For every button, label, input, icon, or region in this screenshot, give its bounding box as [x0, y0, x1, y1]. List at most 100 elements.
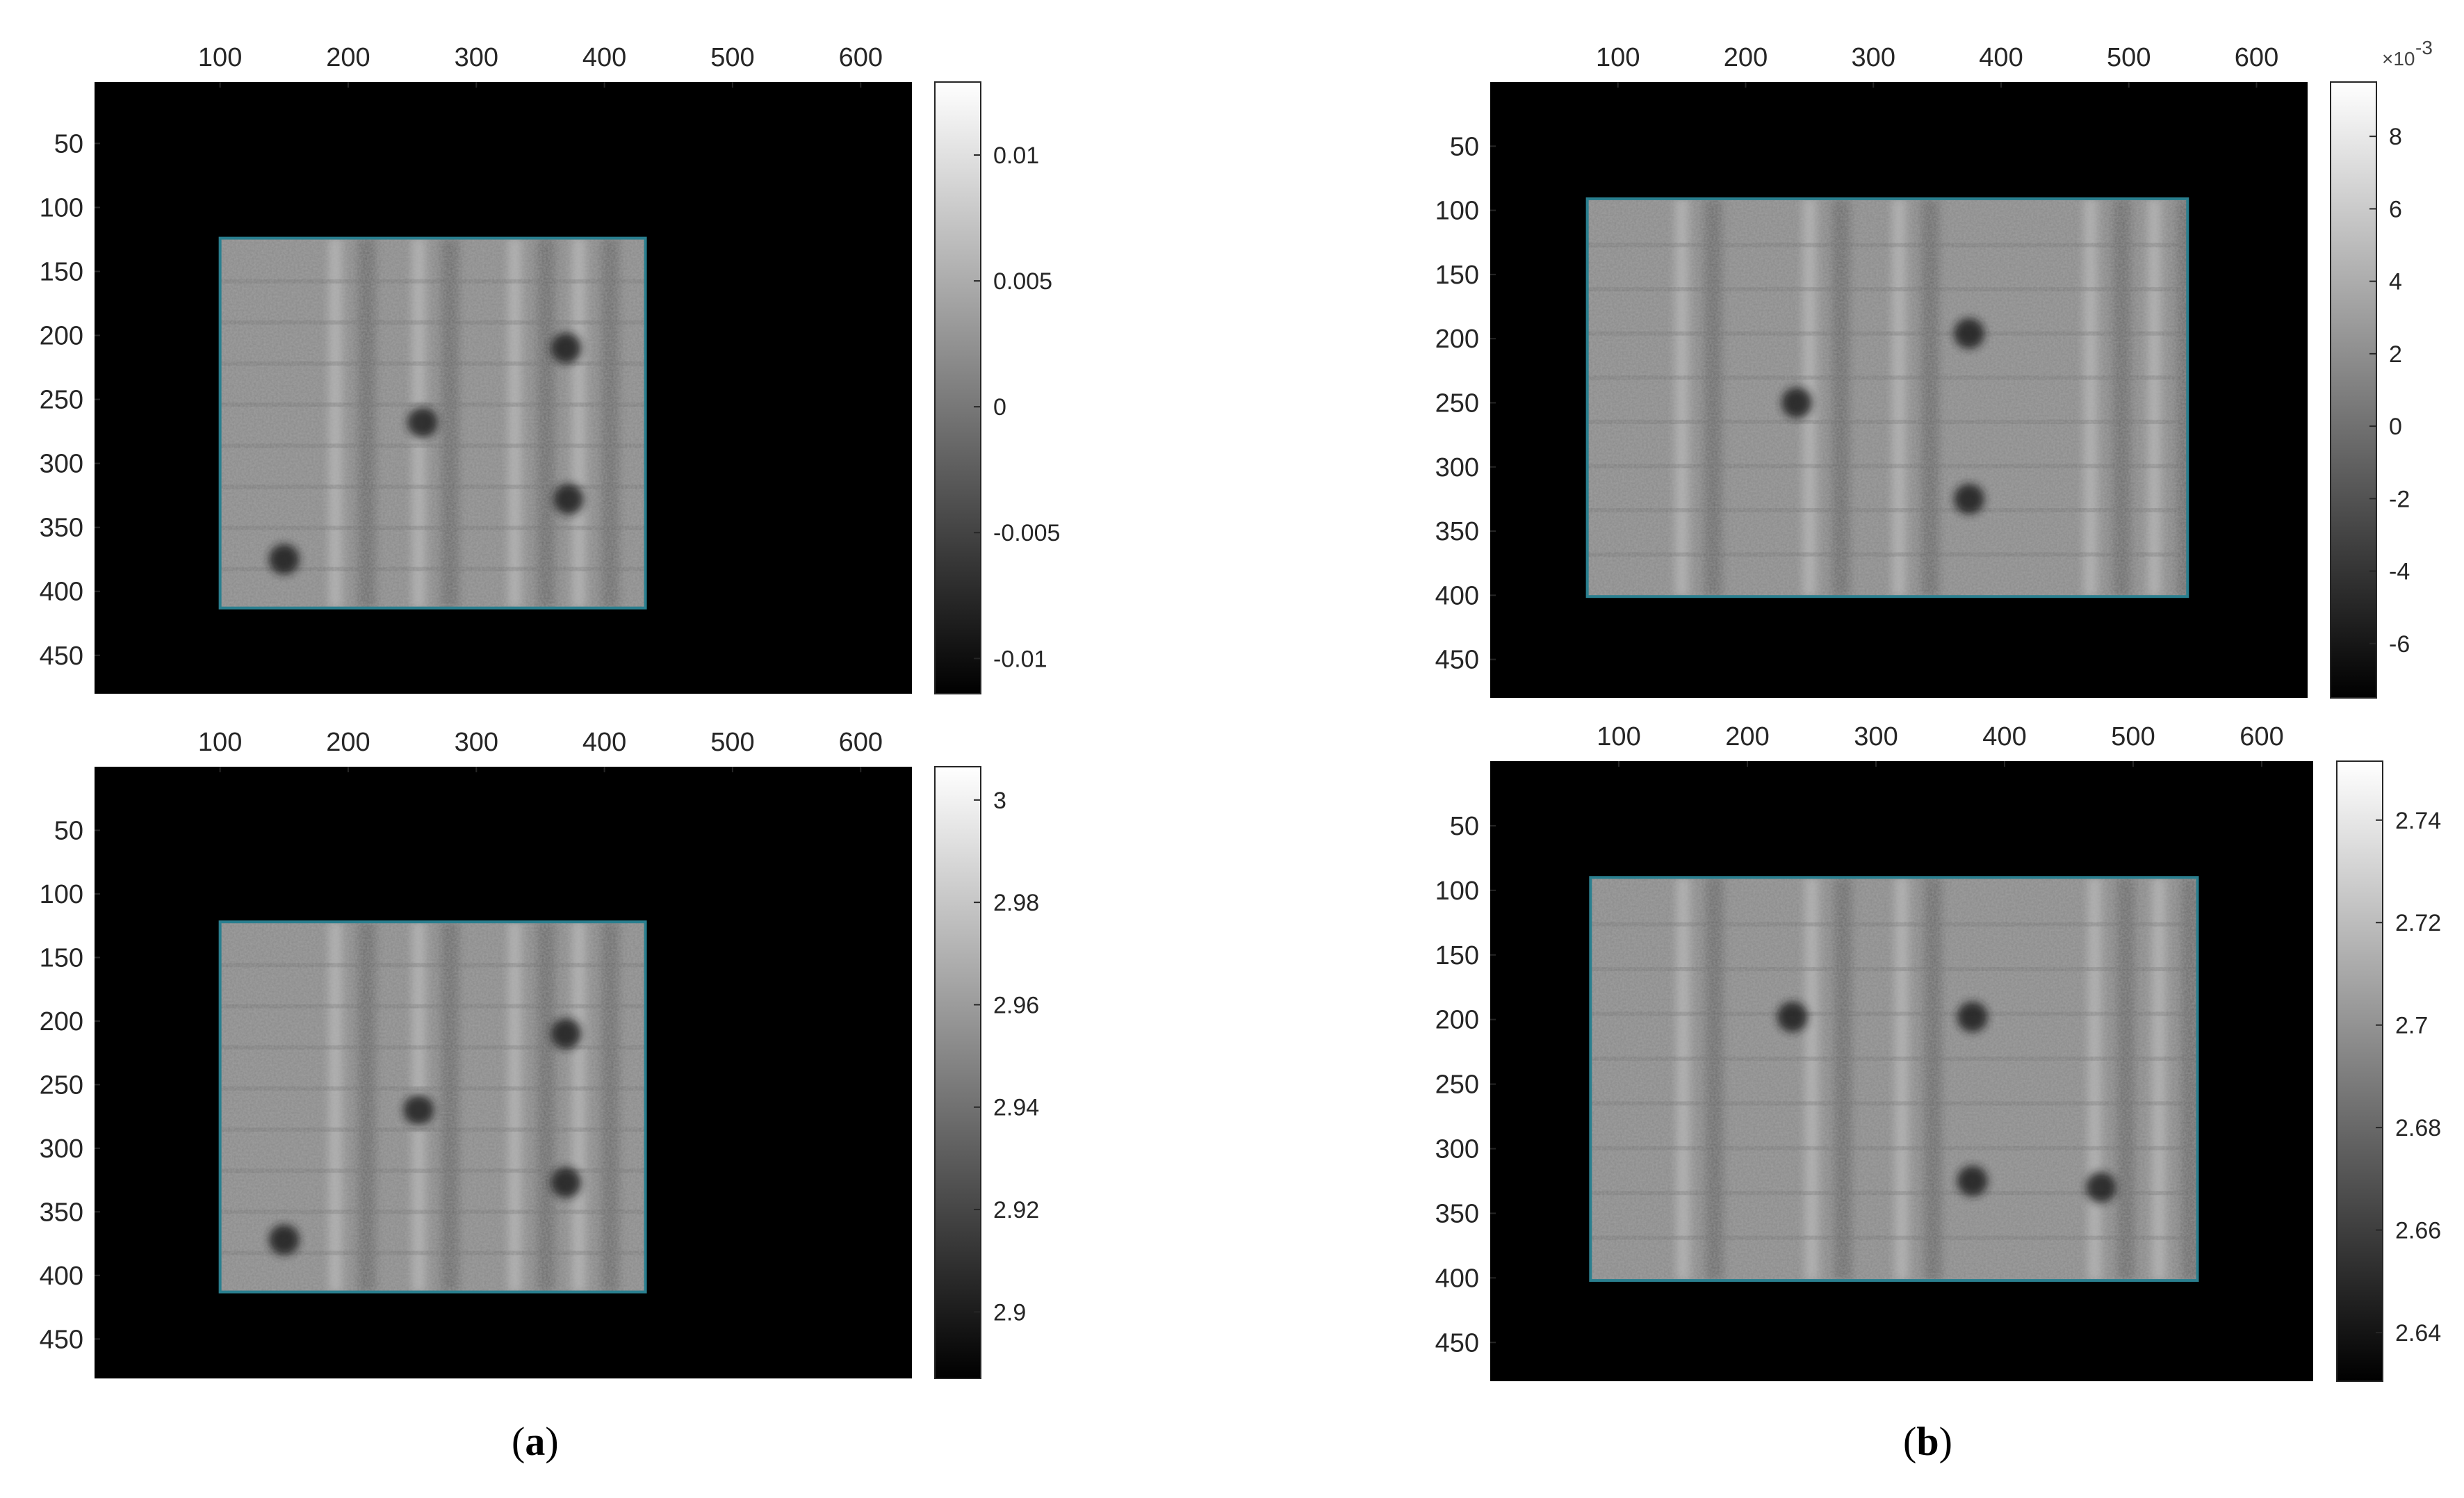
- heatmap-dark-spot: [550, 332, 582, 364]
- x-tick-label: 100: [198, 43, 242, 72]
- panel-label-a-close: ): [545, 1419, 559, 1464]
- heatmap-dark-spot: [550, 1018, 582, 1050]
- colorbar-tick-label: 2.64: [2395, 1320, 2441, 1346]
- y-tick-label: 250: [40, 1070, 83, 1100]
- panel-label-b: (b): [1903, 1418, 1952, 1465]
- colorbar-tick-label: -0.005: [993, 520, 1060, 546]
- y-tick-label: 450: [1435, 646, 1479, 675]
- heatmap-dark-spot: [2085, 1172, 2116, 1203]
- y-tick-label: 350: [40, 1198, 83, 1227]
- y-tick-label: 100: [40, 193, 83, 222]
- y-tick-label: 450: [40, 642, 83, 671]
- x-tick-label: 400: [1979, 43, 2023, 72]
- x-tick-label: 600: [2235, 43, 2278, 72]
- y-tick-label: 150: [1435, 261, 1479, 290]
- x-tick-label: 500: [2111, 722, 2155, 751]
- colorbar-tick-label: 2.7: [2395, 1013, 2428, 1039]
- y-tick-label: 300: [1435, 1135, 1479, 1164]
- y-tick-label: 250: [40, 386, 83, 415]
- x-tick-label: 400: [1982, 722, 2026, 751]
- y-tick-label: 250: [1435, 1070, 1479, 1100]
- colorbar-tick-label: 8: [2389, 124, 2402, 150]
- colorbar-tick-label: 2.74: [2395, 808, 2441, 834]
- y-tick-label: 350: [40, 514, 83, 543]
- colorbar-tick-label: 2.72: [2395, 910, 2441, 936]
- colorbar-tick-label: 0: [2389, 414, 2402, 440]
- y-tick-label: 450: [1435, 1328, 1479, 1358]
- y-tick-label: 400: [1435, 1264, 1479, 1293]
- colorbar-tick-label: 2.9: [993, 1299, 1026, 1326]
- x-tick-label: 600: [839, 43, 883, 72]
- panel-label-b-open: (: [1903, 1419, 1917, 1464]
- colorbar-tick-label: 0.005: [993, 268, 1052, 295]
- heatmap-dark-spot: [403, 1094, 434, 1125]
- heatmap-dark-spot: [1781, 387, 1812, 418]
- y-tick-label: 100: [1435, 197, 1479, 226]
- y-tick-label: 50: [54, 129, 83, 158]
- x-tick-label: 100: [198, 728, 242, 757]
- x-tick-label: 200: [1724, 43, 1768, 72]
- x-tick-label: 300: [455, 43, 498, 72]
- heatmap-dark-spot: [1957, 1001, 1988, 1032]
- colorbar: [2336, 760, 2383, 1382]
- colorbar-tick-label: 2.68: [2395, 1115, 2441, 1141]
- colorbar-tick-label: -6: [2389, 631, 2410, 658]
- colorbar-tick-label: 2.98: [993, 890, 1039, 916]
- y-tick-label: 100: [1435, 877, 1479, 906]
- region-outline: [218, 920, 647, 1294]
- chart-a-top: 100 200 300 400 500 600 50 100 150 200 250 300 350 40…: [40, 43, 1060, 694]
- heatmap-dark-spot: [1954, 318, 1985, 349]
- x-tick-label: 600: [839, 728, 883, 757]
- x-tick-label: 500: [2107, 43, 2151, 72]
- colorbar-tick-label: 6: [2389, 196, 2402, 222]
- region-outline: [218, 236, 647, 610]
- y-tick-label: 150: [1435, 941, 1479, 970]
- panel-label-b-letter: b: [1916, 1419, 1939, 1464]
- x-tick-label: 100: [1597, 722, 1640, 751]
- panel-label-a-open: (: [512, 1419, 525, 1464]
- heatmap-region: [1590, 877, 2198, 1281]
- x-tick-label: 100: [1596, 43, 1640, 72]
- chart-a-bottom: 100 200 300 400 500 600 50 100 150 200 250 300 350 40…: [40, 728, 1039, 1379]
- x-tick-label: 300: [455, 728, 498, 757]
- colorbar: [934, 766, 981, 1379]
- x-tick-label: 500: [710, 43, 754, 72]
- x-tick-label: 400: [582, 728, 626, 757]
- panel-label-b-close: ): [1939, 1419, 1952, 1464]
- colorbar-exponent: ×10: [2382, 48, 2415, 70]
- x-tick-label: 200: [326, 43, 370, 72]
- colorbar: [934, 81, 981, 694]
- y-tick-label: 100: [40, 880, 83, 909]
- colorbar-tick-label: 0.01: [993, 143, 1039, 169]
- y-tick-label: 400: [1435, 581, 1479, 610]
- colorbar-tick-label: 2.96: [993, 992, 1039, 1018]
- colorbar-tick-label: 3: [993, 788, 1006, 814]
- y-tick-label: 150: [40, 257, 83, 286]
- x-tick-label: 200: [1725, 722, 1769, 751]
- y-tick-label: 350: [1435, 517, 1479, 546]
- region-outline: [1585, 197, 2189, 599]
- chart-b-bottom: 100 200 300 400 500 600 50 100 150 200 250 300 350 40…: [1435, 722, 2441, 1382]
- colorbar-tick-label: 4: [2389, 269, 2402, 295]
- x-tick-label: 400: [582, 43, 626, 72]
- y-tick-label: 50: [54, 816, 83, 845]
- colorbar-tick-label: 2.92: [993, 1197, 1039, 1223]
- colorbar-tick-label: 2.66: [2395, 1218, 2441, 1244]
- y-tick-label: 200: [40, 1007, 83, 1036]
- y-tick-label: 50: [1450, 812, 1479, 841]
- y-tick-label: 300: [40, 450, 83, 479]
- heatmap-dark-spot: [268, 1224, 300, 1255]
- colorbar-exponent-power: -3: [2415, 37, 2433, 58]
- x-tick-label: 300: [1852, 43, 1895, 72]
- heatmap-noise: [1587, 198, 2188, 597]
- panel-label-a: (a): [512, 1418, 559, 1465]
- colorbar-tick-label: -0.01: [993, 646, 1047, 672]
- heatmap-region: [1587, 198, 2188, 597]
- y-tick-label: 200: [40, 322, 83, 351]
- y-tick-label: 300: [40, 1134, 83, 1164]
- colorbar-tick-label: -4: [2389, 559, 2410, 585]
- region-outline: [1589, 876, 2199, 1283]
- x-tick-label: 300: [1854, 722, 1898, 751]
- y-tick-label: 150: [40, 943, 83, 972]
- heatmap-dark-spot: [407, 407, 438, 438]
